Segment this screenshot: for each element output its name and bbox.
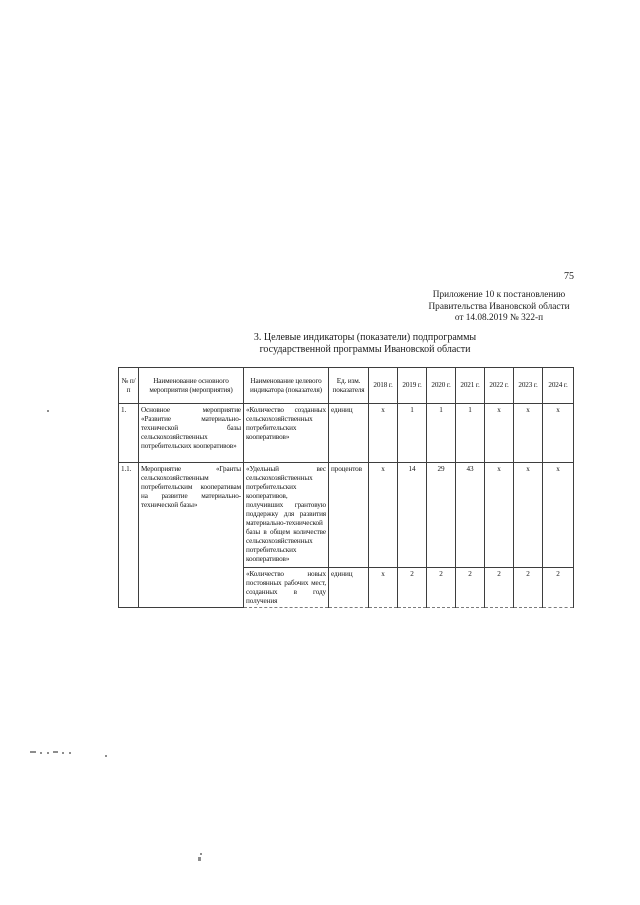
- section-title-line: 3. Целевые индикаторы (показатели) подпр…: [253, 332, 477, 343]
- value-2020: 29: [426, 462, 456, 568]
- scan-artifact: [62, 752, 64, 754]
- col-header-year-2022: 2022 г.: [484, 367, 514, 404]
- appendix-reference: Приложение 10 к постановлению Правительс…: [424, 290, 574, 325]
- value-2021: 1: [455, 403, 485, 463]
- row-num: 1.: [118, 403, 139, 463]
- value-2023: x: [513, 403, 543, 463]
- appendix-line: Правительства Ивановской области: [428, 301, 570, 312]
- col-header-measure: Наименование основного мероприятия (меро…: [138, 367, 244, 404]
- value-2018: x: [368, 462, 398, 568]
- indicator-name: «Удельный вес сельскохозяйственных потре…: [243, 462, 329, 568]
- table-row: 1.1. Мероприятие «Гранты сельскохозяйств…: [118, 462, 574, 608]
- value-2022: 2: [484, 567, 514, 608]
- scan-artifact: [47, 410, 49, 412]
- col-header-year-2023: 2023 г.: [513, 367, 543, 404]
- value-2021: 43: [455, 462, 485, 568]
- value-2021: 2: [455, 567, 485, 608]
- indicator-name: «Количество созданных сельскохозяйственн…: [243, 403, 329, 463]
- unit: единиц: [328, 403, 369, 463]
- value-2018: x: [368, 567, 398, 608]
- value-2023: 2: [513, 567, 543, 608]
- section-title: 3. Целевые индикаторы (показатели) подпр…: [100, 332, 630, 356]
- col-header-year-2018: 2018 г.: [368, 367, 398, 404]
- unit: единиц: [328, 567, 369, 608]
- value-2020: 2: [426, 567, 456, 608]
- table-row: 1. Основное мероприятие «Развитие матери…: [118, 403, 574, 463]
- col-header-unit: Ед. изм. показателя: [328, 367, 369, 404]
- scan-artifact: [69, 752, 71, 754]
- value-2024: 2: [542, 567, 574, 608]
- scan-artifact: [200, 853, 202, 855]
- value-2019: 14: [397, 462, 427, 568]
- table-header-row: № п/п Наименование основного мероприятия…: [118, 367, 574, 404]
- value-2019: 2: [397, 567, 427, 608]
- indicators-table: № п/п Наименование основного мероприятия…: [118, 367, 574, 608]
- value-2022: x: [484, 403, 514, 463]
- measure-name: Мероприятие «Гранты сельскохозяйственным…: [138, 462, 244, 608]
- row-num: 1.1.: [118, 462, 139, 608]
- value-2022: x: [484, 462, 514, 568]
- value-2020: 1: [426, 403, 456, 463]
- appendix-line: от 14.08.2019 № 322-п: [454, 313, 544, 324]
- page-number: 75: [564, 271, 574, 282]
- indicator-name: «Количество новых постоянных рабочих мес…: [243, 567, 329, 608]
- col-header-year-2024: 2024 г.: [542, 367, 574, 404]
- col-header-year-2020: 2020 г.: [426, 367, 456, 404]
- unit: процентов: [328, 462, 369, 568]
- measure-name: Основное мероприятие «Развитие материаль…: [138, 403, 244, 463]
- value-2023: x: [513, 462, 543, 568]
- col-header-year-2021: 2021 г.: [455, 367, 485, 404]
- table-row: «Количество новых постоянных рабочих мес…: [119, 567, 574, 608]
- col-header-year-2019: 2019 г.: [397, 367, 427, 404]
- scan-artifact: [40, 752, 42, 754]
- value-2018: x: [368, 403, 398, 463]
- section-title-line: государственной программы Ивановской обл…: [259, 344, 471, 355]
- value-2019: 1: [397, 403, 427, 463]
- appendix-line: Приложение 10 к постановлению: [432, 290, 566, 300]
- scan-artifact: [47, 752, 49, 754]
- value-2024: x: [542, 462, 574, 568]
- scan-artifact: [105, 755, 107, 757]
- scan-artifact: [30, 751, 36, 753]
- scan-artifact: [198, 857, 201, 861]
- col-header-indicator: Наименование целевого индикатора (показа…: [243, 367, 329, 404]
- col-header-num: № п/п: [118, 367, 139, 404]
- value-2024: x: [542, 403, 574, 463]
- scan-artifact: [53, 751, 58, 753]
